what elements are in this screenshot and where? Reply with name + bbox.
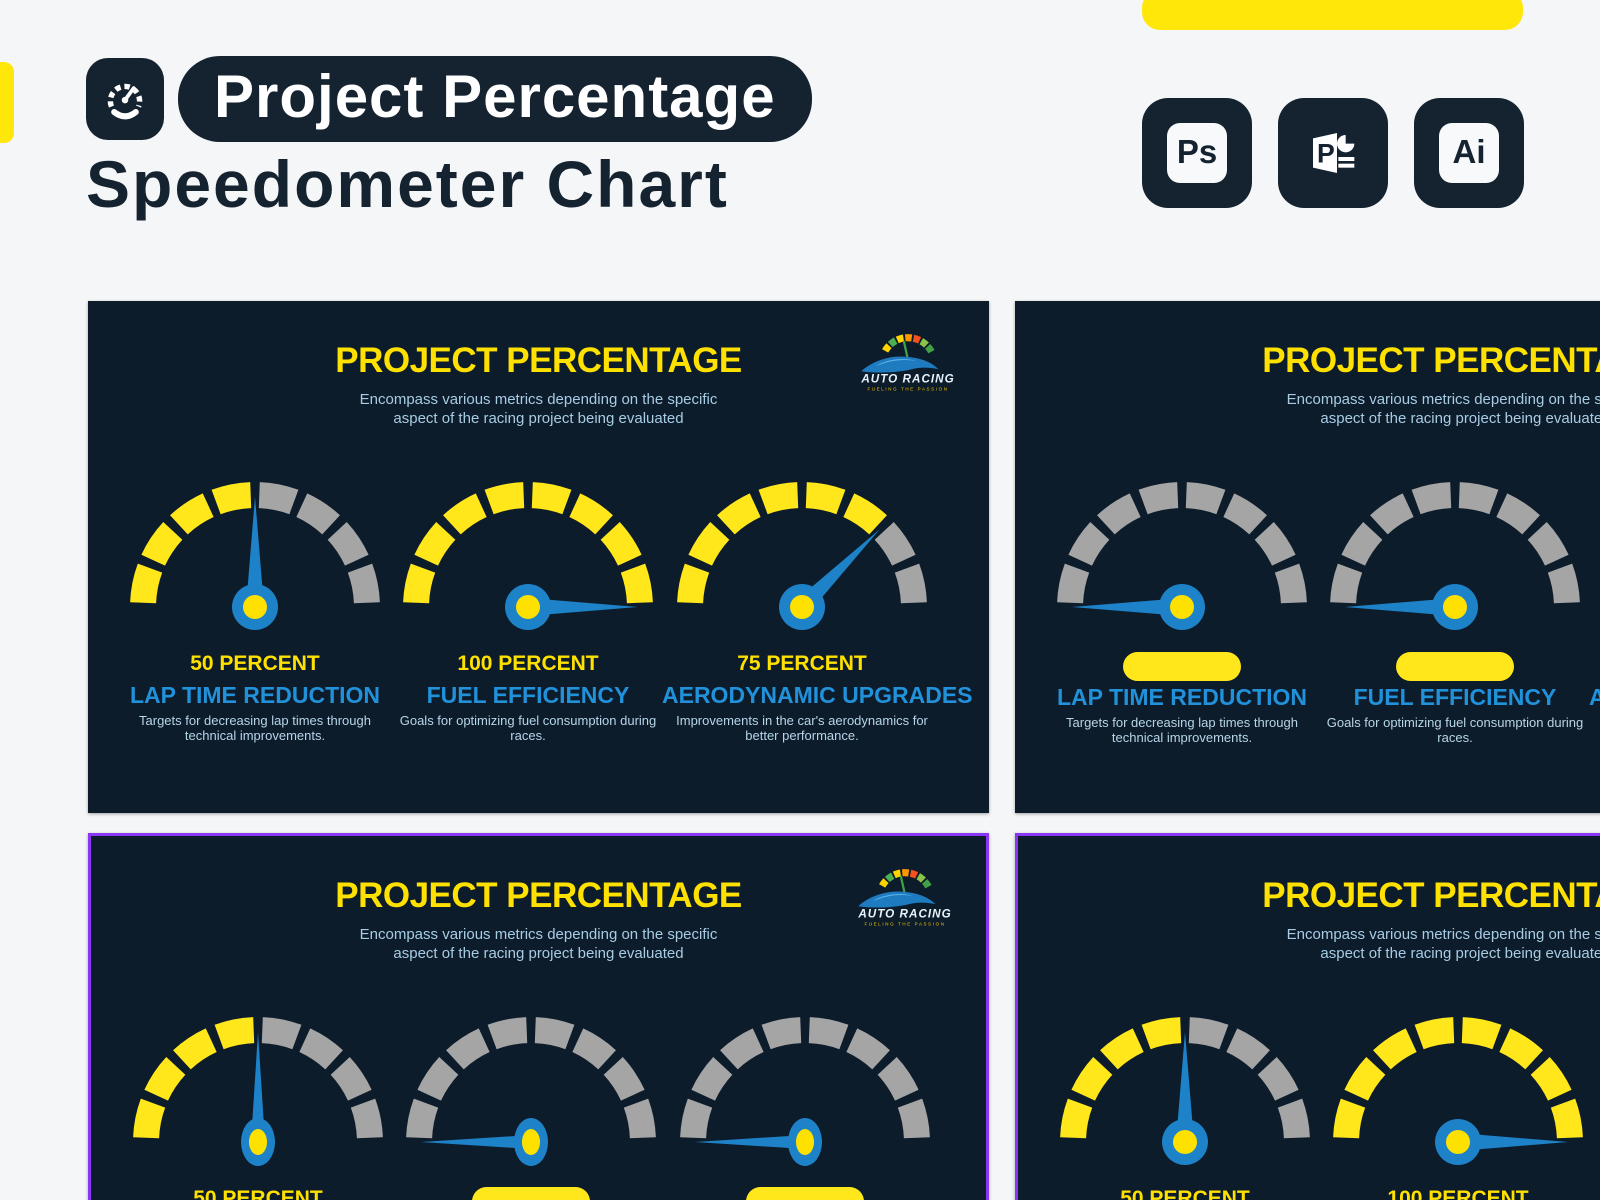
percent-pill [1123, 652, 1241, 681]
gauge: 50 PERCENT LAP TIME REDUCTION Targets for … [115, 475, 395, 744]
gauge-needle [1176, 1032, 1194, 1142]
percent-label: 50 PERCENT [1120, 1187, 1250, 1200]
auto-racing-logo: AUTO RACING FUELING THE PASSION [844, 856, 962, 932]
gauge-arc [677, 482, 927, 630]
logo-name: AUTO RACING [857, 907, 951, 920]
gauge-desc: Improvements in the car's aerodynamics f… [1593, 715, 1600, 746]
gauge-needle [1458, 1133, 1568, 1151]
percent-pill [472, 1187, 590, 1200]
percent-label: 50 PERCENT [193, 1187, 323, 1200]
slide-subtitle: Encompass various metrics depending on t… [359, 926, 718, 963]
yellow-accent-bar [1142, 0, 1523, 30]
gauge: LAP TIME REDUCTION Targets for decreasing… [1042, 475, 1322, 746]
gauge-arc [406, 1017, 656, 1166]
gauge-arc [1592, 1010, 1600, 1180]
slide-title: PROJECT PERCENTAGE [1262, 876, 1600, 915]
gauge-label: LAP TIME REDUCTION [129, 682, 381, 708]
slide-subtitle: Encompass various metrics depending on t… [359, 391, 718, 428]
gauge-arc [403, 482, 653, 630]
gauge-label: AERODYNAMIC UPGRADES [1589, 684, 1600, 710]
gauge-label: FUEL EFFICIENCY [426, 682, 630, 708]
slide-preview-bottom-right[interactable]: PROJECT PERCENTAGE Encompass various met… [1015, 833, 1600, 1200]
gauge: AERODYNAMIC UPGRADES Improvements in the … [1589, 475, 1600, 746]
gauge-label: LAP TIME REDUCTION [1056, 684, 1308, 710]
illustrator-icon[interactable]: Ai [1414, 98, 1524, 208]
slide-title: PROJECT PERCENTAGE [1262, 341, 1600, 380]
percent-label: 75 PERCENT [1592, 1184, 1600, 1200]
gauge-arc [680, 1017, 930, 1166]
page-title: Speedometer Chart [86, 147, 729, 221]
gauge-arc [1060, 1017, 1310, 1165]
photoshop-icon[interactable]: Ps [1142, 98, 1252, 208]
gauge-needle [246, 497, 264, 607]
gauge-arc [1330, 482, 1580, 630]
gauge-arc [1057, 482, 1307, 630]
slide-subtitle: Encompass various metrics depending on t… [1286, 926, 1600, 963]
slide-preview-top-left[interactable]: PROJECT PERCENTAGE Encompass various met… [88, 301, 989, 813]
auto-racing-logo: AUTO RACING FUELING THE PASSION [847, 321, 965, 397]
svg-text:P: P [1317, 138, 1335, 168]
gauge-arc [1333, 1017, 1583, 1165]
slide-preview-top-right[interactable]: PROJECT PERCENTAGE Encompass various met… [1015, 301, 1600, 813]
percent-label: 100 PERCENT [457, 652, 599, 675]
logo-tagline: FUELING THE PASSION [867, 387, 948, 392]
gauge-needle [1345, 598, 1455, 616]
gauge: 75 PERCENT AERODYNAMIC UPGRADES Improvemen… [662, 475, 973, 744]
illustrator-label: Ai [1439, 123, 1499, 183]
gauge: FUEL EFFICIENCY Goals for optimizing fuel… [1315, 475, 1595, 746]
gauge-desc: Goals for optimizing fuel consumption du… [399, 713, 657, 744]
gauge-label: AERODYNAMIC UPGRADES [662, 682, 973, 708]
percent-pill [746, 1187, 864, 1200]
gauge: 100 PERCENT FUEL EFFICIENCY Goals for opti… [388, 475, 668, 744]
app-icons: Ps P Ai [1142, 98, 1524, 208]
gauge-needle [528, 598, 638, 616]
gauge-needle [421, 1135, 531, 1149]
title-badge-label: Project Percentage [214, 62, 776, 130]
yellow-accent-tab [0, 62, 14, 143]
gauge-desc: Targets for decreasing lap times through… [139, 713, 371, 744]
gauge-desc: Goals for optimizing fuel consumption du… [1326, 715, 1584, 746]
slide-title: PROJECT PERCENTAGE [335, 341, 742, 380]
powerpoint-icon[interactable]: P [1278, 98, 1388, 208]
percent-pill [1396, 652, 1514, 681]
slide-preview-bottom-left[interactable]: PROJECT PERCENTAGE Encompass various met… [88, 833, 989, 1200]
gauge-arc [133, 1017, 383, 1166]
auto-racing-logo-art: AUTO RACING FUELING THE PASSION [860, 334, 954, 392]
gauge-desc: Improvements in the car's aerodynamics f… [676, 713, 928, 744]
auto-racing-logo-art: AUTO RACING FUELING THE PASSION [857, 869, 951, 927]
slide-subtitle: Encompass various metrics depending on t… [1286, 391, 1600, 428]
gauge-label: FUEL EFFICIENCY [1353, 684, 1557, 710]
title-badge: Project Percentage [178, 56, 812, 142]
gauge-arc [130, 482, 380, 630]
percent-label: 75 PERCENT [737, 652, 867, 675]
logo-name: AUTO RACING [860, 372, 954, 385]
slide-title: PROJECT PERCENTAGE [335, 876, 742, 915]
gauge-needle [251, 1032, 265, 1142]
logo-tagline: FUELING THE PASSION [864, 922, 945, 927]
speedometer-icon [86, 58, 164, 140]
percent-label: 100 PERCENT [1387, 1187, 1529, 1200]
gauge-desc: Targets for decreasing lap times through… [1066, 715, 1298, 746]
percent-label: 50 PERCENT [190, 652, 320, 675]
photoshop-label: Ps [1167, 123, 1227, 183]
powerpoint-glyph: P [1313, 133, 1356, 173]
gauge-needle [695, 1135, 805, 1149]
gauge-arc [1589, 475, 1600, 645]
gauge-needle [1072, 598, 1182, 616]
